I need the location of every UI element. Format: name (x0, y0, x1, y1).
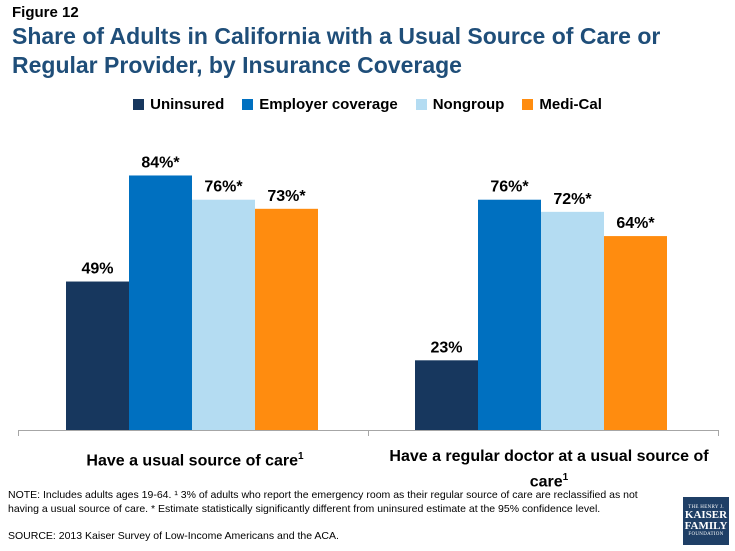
bar-nongroup-2 (541, 211, 604, 430)
category-superscript: 1 (562, 472, 569, 483)
data-label-medical-2: 64%* (616, 215, 655, 232)
legend-label-medical: Medi-Cal (539, 96, 602, 113)
data-label-nongroup-2: 72%* (553, 191, 592, 208)
category-superscript: 1 (298, 451, 304, 462)
data-label-uninsured-1: 49% (81, 261, 113, 278)
logo-line: FOUNDATION (688, 532, 724, 537)
legend-swatch-uninsured (133, 99, 145, 110)
legend-label-uninsured: Uninsured (150, 96, 225, 113)
legend-label-employer: Employer coverage (259, 96, 398, 113)
legend-swatch-employer (242, 99, 254, 110)
data-label-nongroup-1: 76%* (204, 179, 243, 196)
logo-line: FAMILY (684, 520, 728, 532)
legend-item-nongroup: Nongroup (415, 96, 505, 113)
bar-employer-2 (478, 199, 541, 430)
data-label-medical-1: 73%* (267, 188, 306, 205)
legend-item-employer: Employer coverage (242, 96, 398, 113)
logo-line: THE HENRY J. (688, 505, 724, 510)
bar-employer-1 (129, 175, 192, 430)
legend-item-medical: Medi-Cal (522, 96, 602, 113)
data-label-employer-2: 76%* (490, 179, 529, 196)
footnote: NOTE: Includes adults ages 19-64. ¹ 3% o… (8, 489, 638, 515)
bar-nongroup-1 (192, 199, 255, 430)
category-label-regular-doctor: Have a regular doctor at a usual source … (378, 446, 720, 492)
legend-item-uninsured: Uninsured (133, 96, 224, 113)
legend-swatch-nongroup (415, 99, 427, 110)
legend-label-nongroup: Nongroup (432, 96, 505, 113)
source-note: SOURCE: 2013 Kaiser Survey of Low-Income… (8, 530, 339, 542)
kff-logo: THE HENRY J. KAISER FAMILY FOUNDATION (683, 497, 729, 545)
bar-medical-2 (604, 236, 667, 430)
bar-uninsured-2 (415, 360, 478, 430)
figure-label: Figure 12 (12, 4, 79, 21)
bar-uninsured-1 (66, 281, 129, 430)
data-label-uninsured-2: 23% (430, 339, 462, 356)
category-label-text: Have a usual source of care (86, 452, 299, 470)
chart-title: Share of Adults in California with a Usu… (12, 23, 661, 78)
legend-swatch-medical (522, 99, 534, 110)
category-label-usual-source: Have a usual source of care1 (40, 446, 350, 471)
data-label-employer-1: 84%* (141, 154, 180, 171)
logo-line: KAISER (684, 509, 728, 521)
bar-medical-1 (255, 208, 318, 430)
legend: Uninsured Employer coverage Nongroup Med… (0, 96, 735, 113)
category-label-text: Have a regular doctor at a usual source … (389, 448, 709, 491)
